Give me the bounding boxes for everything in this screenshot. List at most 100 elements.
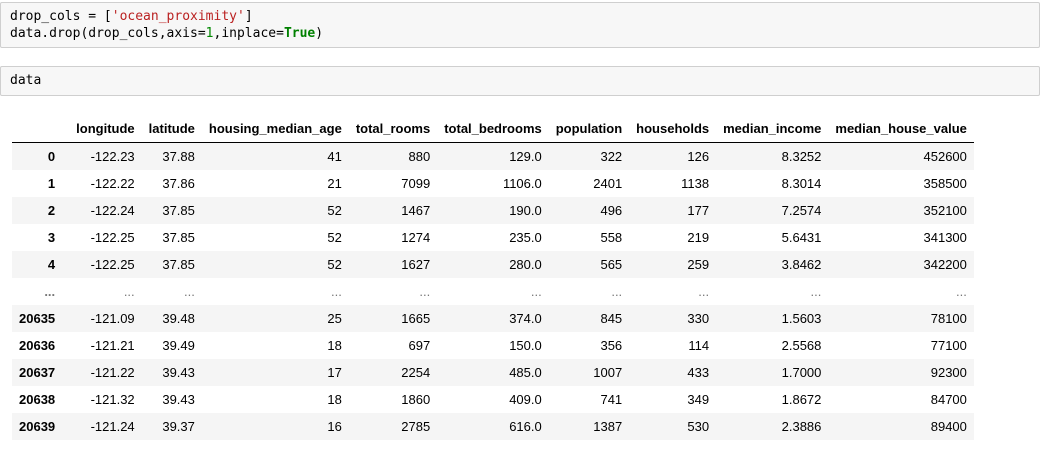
table-cell: -121.24: [90, 419, 135, 434]
table-cell: 697: [408, 338, 431, 353]
table-cell: 259: [687, 257, 710, 272]
table-cell: ...: [123, 284, 135, 299]
table-cell: 150.0: [509, 338, 542, 353]
table-cell: 741: [600, 392, 623, 407]
row-index: 0: [47, 149, 56, 164]
table-cell: 18: [327, 392, 342, 407]
table-cell: -121.21: [90, 338, 135, 353]
table-cell: 114: [688, 338, 710, 353]
table-cell: 1106.0: [502, 176, 542, 191]
table-cell: ...: [611, 284, 623, 299]
table-cell: 39.43: [162, 365, 195, 380]
table-cell: -121.32: [90, 392, 135, 407]
table-cell: 5.6431: [781, 230, 822, 245]
table-cell: 349: [687, 392, 710, 407]
table-cell: 2.5568: [781, 338, 822, 353]
table-cell: 39.49: [162, 338, 195, 353]
row-index: 4: [47, 257, 56, 272]
table-cell: 2254: [401, 365, 431, 380]
table-cell: 280.0: [509, 257, 542, 272]
column-header-total-bedrooms: total_bedrooms: [437, 115, 549, 143]
table-body: 0 -122.23 37.88 41 880 129.0 322 126 8.3252 45260…: [12, 142, 974, 440]
code-line-1: drop_cols = ['ocean_proximity']: [10, 9, 253, 24]
table-cell: -121.22: [90, 365, 135, 380]
table-cell: ...: [330, 284, 342, 299]
table-cell: ...: [184, 284, 195, 299]
table-cell: 1274: [401, 230, 431, 245]
table-cell: 37.85: [162, 203, 195, 218]
table-cell: 52: [327, 203, 342, 218]
table-cell: 1387: [593, 419, 623, 434]
table-cell: 330: [687, 311, 710, 326]
table-cell: 21: [327, 176, 342, 191]
row-index: 20638: [19, 392, 56, 407]
table-cell: 616.0: [509, 419, 542, 434]
table-row: 4 -122.25 37.85 52 1627 280.0 565 259 3.8462 3422…: [12, 251, 974, 278]
column-header-median-house-value: median_house_value: [828, 115, 974, 143]
table-cell: 190.0: [509, 203, 542, 218]
row-index: 3: [47, 230, 56, 245]
table-cell: -122.25: [90, 257, 135, 272]
table-cell: -122.23: [90, 149, 135, 164]
table-cell: 37.85: [162, 257, 195, 272]
table-cell: ...: [698, 284, 710, 299]
table-cell: 1665: [401, 311, 431, 326]
table-cell: 1.5603: [781, 311, 822, 326]
header-row: longitude latitude housing_median_age total…: [12, 115, 974, 143]
column-header-population: population: [548, 115, 630, 143]
table-row: 2 -122.24 37.85 52 1467 190.0 496 177 7.2574 3521…: [12, 197, 974, 224]
table-cell: 2.3886: [781, 419, 822, 434]
table-cell: 37.85: [162, 230, 195, 245]
table-cell: 565: [600, 257, 623, 272]
table-header: longitude latitude housing_median_age total…: [12, 115, 974, 143]
table-row: 20636 -121.21 39.49 18 697 150.0 356 114 2.5568 7…: [12, 332, 974, 359]
column-header-median-income: median_income: [716, 115, 829, 143]
table-cell: 126: [687, 149, 710, 164]
table-cell: 78100: [930, 311, 967, 326]
table-cell: 341300: [923, 230, 967, 245]
table-cell: 452600: [923, 149, 967, 164]
row-index: ...: [44, 284, 56, 299]
table-cell: 2401: [593, 176, 623, 191]
table-cell: -122.25: [90, 230, 135, 245]
table-cell: 496: [600, 203, 623, 218]
column-header-latitude: latitude: [141, 115, 202, 143]
table-cell: -122.22: [90, 176, 135, 191]
table-cell: -122.24: [90, 203, 135, 218]
code-line-2: data.drop(drop_cols,axis=1,inplace=True): [10, 26, 324, 41]
table-cell: 37.86: [162, 176, 195, 191]
table-cell: 7099: [401, 176, 431, 191]
table-cell: 1467: [401, 203, 431, 218]
table-cell: 129.0: [509, 149, 542, 164]
table-cell: 8.3252: [781, 149, 822, 164]
table-cell: 1.8672: [781, 392, 822, 407]
table-cell: 358500: [923, 176, 967, 191]
table-cell: 219: [687, 230, 710, 245]
table-cell: 77100: [930, 338, 967, 353]
table-cell: 92300: [930, 365, 967, 380]
index-header: [12, 115, 70, 143]
table-row: 3 -122.25 37.85 52 1274 235.0 558 219 5.6431 3413…: [12, 224, 974, 251]
code-line-data: data: [10, 73, 42, 88]
code-cell-data[interactable]: data: [0, 66, 1040, 96]
column-header-households: households: [629, 115, 717, 143]
row-index: 20639: [19, 419, 56, 434]
table-cell: 845: [600, 311, 623, 326]
table-row: 20635 -121.09 39.48 25 1665 374.0 845 330 1.5603…: [12, 305, 974, 332]
table-cell: 342200: [923, 257, 967, 272]
table-cell: 25: [327, 311, 342, 326]
table-cell: 1627: [401, 257, 431, 272]
table-cell: 17: [327, 365, 342, 380]
table-cell: 18: [327, 338, 342, 353]
table-cell: ...: [530, 284, 542, 299]
row-index: 20637: [19, 365, 56, 380]
column-header-longitude: longitude: [69, 115, 142, 143]
table-row: 1 -122.22 37.86 21 7099 1106.0 2401 1138 8.3014 3…: [12, 170, 974, 197]
table-cell: 322: [600, 149, 623, 164]
table-row: 20638 -121.32 39.43 18 1860 409.0 741 349 1.8672…: [12, 386, 974, 413]
table-cell: 39.43: [162, 392, 195, 407]
row-index: 20636: [19, 338, 56, 353]
table-cell: 84700: [930, 392, 967, 407]
table-cell: 41: [327, 149, 342, 164]
code-cell-drop-cols[interactable]: drop_cols = ['ocean_proximity'] data.dro…: [0, 2, 1040, 48]
